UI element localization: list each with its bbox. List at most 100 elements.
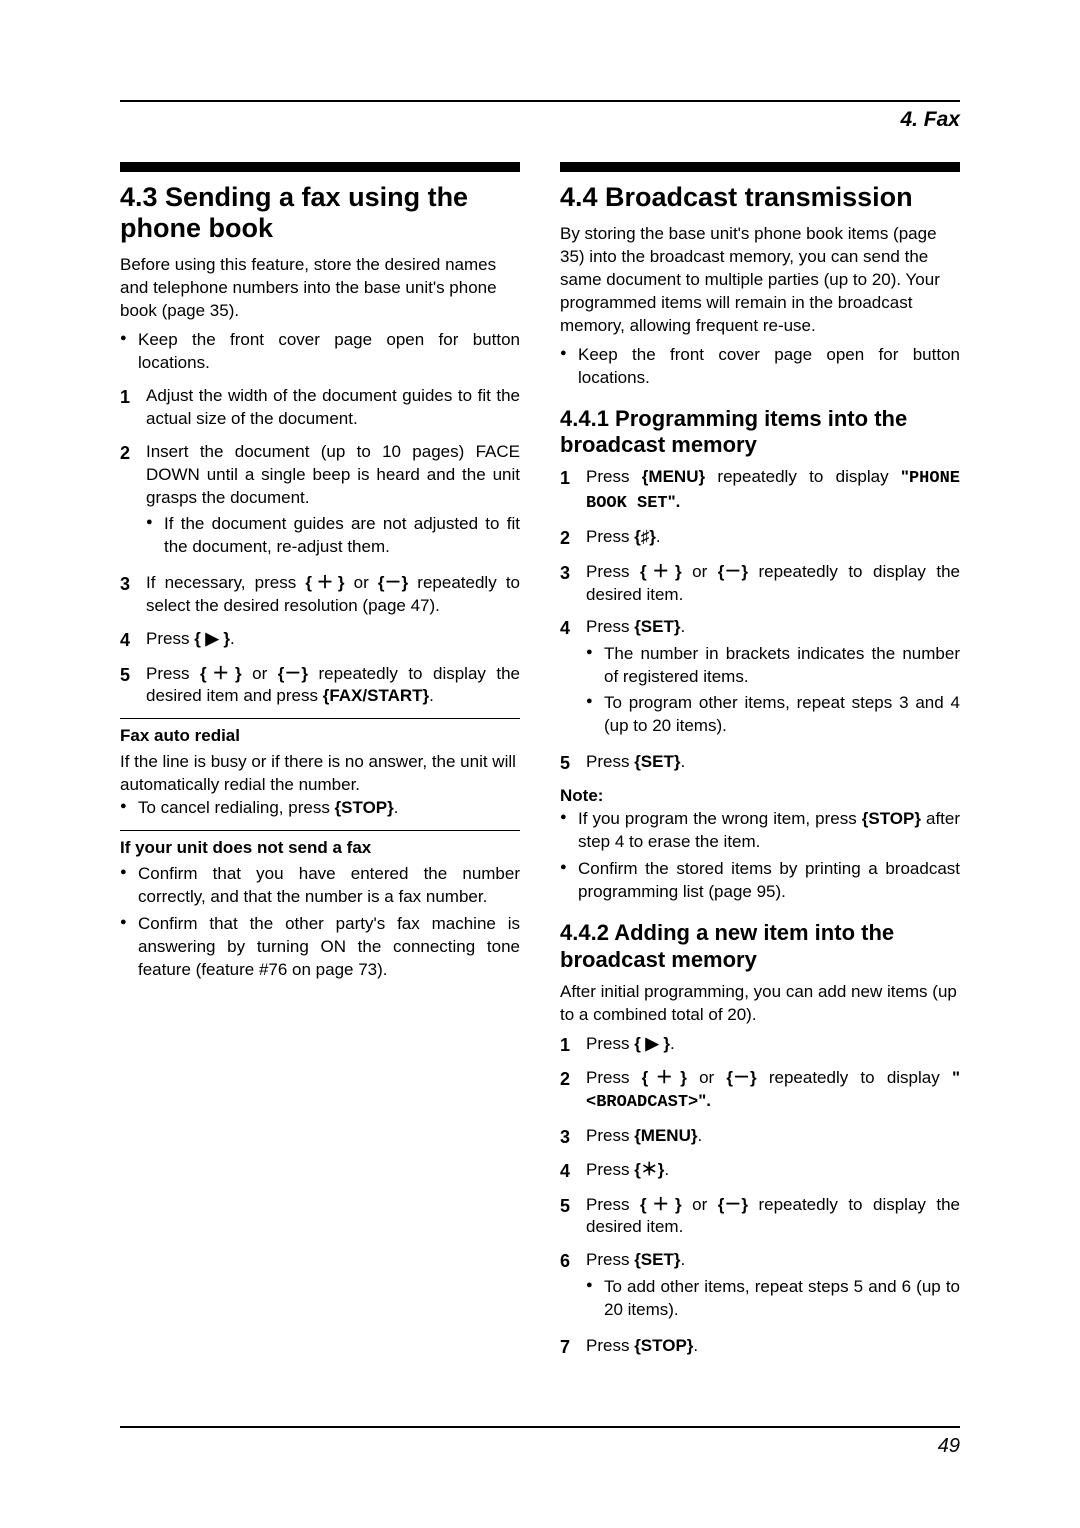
t: Press [586,1126,634,1145]
footer-rule [120,1426,960,1428]
step-item: 3 Press {MENU}. [560,1125,960,1149]
divider [120,830,520,831]
plus-key: {＋} [305,573,344,592]
minus-key: {－} [718,1195,748,1214]
t: . [670,1034,675,1053]
t: or [682,562,718,581]
t: Press [586,617,634,636]
intro-bullets: Keep the front cover page open for butto… [560,344,960,390]
step-text: Insert the document (up to 10 pages) FAC… [146,442,520,507]
t: To cancel redialing, press [138,798,335,817]
step-item: 7 Press {STOP}. [560,1335,960,1359]
t: If you program the wrong item, press [578,809,862,828]
step-number: 3 [560,561,586,607]
subheading: Fax auto redial [120,725,520,748]
hash-key: {♯} [634,527,656,546]
sub-bullet: To add other items, repeat steps 5 and 6… [604,1276,960,1322]
step-sub-bullets: The number in brackets indicates the num… [586,643,960,738]
section-bar [560,162,960,172]
step-body: Press {SET}. The number in brackets indi… [586,616,960,741]
display-text: <BROADCAST> [586,1093,698,1112]
t: . [697,1126,702,1145]
stop-key: {STOP} [335,798,394,817]
step-number: 4 [120,628,146,652]
t: Press [586,1160,634,1179]
stop-key: {STOP} [862,809,921,828]
t: or [242,664,278,683]
chapter-label: 4. Fax [120,108,960,132]
step-item: 3 Press {＋} or {－} repeatedly to display… [560,561,960,607]
step-number: 2 [120,441,146,563]
t: repeatedly to display [757,1068,952,1087]
intro-bullets: Keep the front cover page open for butto… [120,329,520,375]
menu-key: {MENU} [642,467,705,486]
step-item: 2 Press {＋} or {－} repeatedly to display… [560,1067,960,1115]
intro-text: By storing the base unit's phone book it… [560,223,960,338]
step-sub-bullets: To add other items, repeat steps 5 and 6… [586,1276,960,1322]
step-body: Press {MENU}. [586,1125,960,1149]
t: . [230,629,235,648]
steps-list: 1 Press {MENU} repeatedly to display "PH… [560,466,960,775]
t: Press [586,527,634,546]
step-body: If necessary, press {＋} or {－} repeatedl… [146,572,520,618]
t: . [680,1250,685,1269]
bullet-item: If you program the wrong item, press {ST… [578,808,960,854]
set-key: {SET} [634,1250,680,1269]
bullet-item: Confirm that the other party's fax machi… [138,913,520,982]
bullet-item: Keep the front cover page open for butto… [578,344,960,390]
intro-text: Before using this feature, store the des… [120,254,520,323]
stop-key: {STOP} [634,1336,693,1355]
t: Press [586,562,640,581]
t: Press [586,1068,642,1087]
set-key: {SET} [634,617,680,636]
t: . [693,1336,698,1355]
step-body: Press {♯}. [586,526,960,550]
step-body: Insert the document (up to 10 pages) FAC… [146,441,520,563]
bullet-list: To cancel redialing, press {STOP}. [120,797,520,820]
quote: " [901,467,909,486]
step-item: 2 Insert the document (up to 10 pages) F… [120,441,520,563]
subheading: If your unit does not send a fax [120,837,520,860]
minus-key: {－} [378,573,408,592]
step-body: Press { ▶ }. [586,1033,960,1057]
quote: " [952,1068,960,1087]
menu-key: {MENU} [634,1126,697,1145]
steps-list: 1 Press { ▶ }. 2 Press {＋} or {－} repeat… [560,1033,960,1360]
t: repeatedly to display [705,467,901,486]
step-item: 5 Press {＋} or {－} repeatedly to display… [120,663,520,709]
step-number: 6 [560,1249,586,1325]
set-key: {SET} [634,752,680,771]
subsection-heading-4-4-1: 4.4.1 Programming items into the broadca… [560,406,960,459]
minus-key: {－} [718,562,748,581]
subsection-heading-4-4-2: 4.4.2 Adding a new item into the broadca… [560,920,960,973]
step-item: 3 If necessary, press {＋} or {－} repeate… [120,572,520,618]
right-key: { ▶ } [634,1034,670,1053]
t: . [680,617,685,636]
star-key: {＊} [634,1160,664,1179]
section-heading-4-3: 4.3 Sending a fax using the phone book [120,182,520,244]
t: or [682,1195,718,1214]
minus-key: {－} [726,1068,756,1087]
step-item: 5 Press {SET}. [560,751,960,775]
step-number: 5 [120,663,146,709]
step-item: 1 Adjust the width of the document guide… [120,385,520,431]
page-number: 49 [938,1435,960,1458]
minus-key: {－} [278,664,308,683]
step-number: 5 [560,751,586,775]
steps-list: 1 Adjust the width of the document guide… [120,385,520,709]
step-sub-bullets: If the document guides are not adjusted … [146,513,520,559]
step-item: 2 Press {♯}. [560,526,960,550]
step-body: Adjust the width of the document guides … [146,385,520,431]
t: Press [586,467,642,486]
quote: ". [668,492,681,511]
t: . [680,752,685,771]
t: Press [586,1195,640,1214]
bullet-item: Keep the front cover page open for butto… [138,329,520,375]
right-column: 4.4 Broadcast transmission By storing th… [560,162,960,1370]
step-number: 1 [120,385,146,431]
t: . [429,686,434,705]
step-body: Press {＋} or {－} repeatedly to display t… [146,663,520,709]
step-body: Press {＋} or {－} repeatedly to display t… [586,561,960,607]
step-item: 5 Press {＋} or {－} repeatedly to display… [560,1194,960,1240]
content-columns: 4.3 Sending a fax using the phone book B… [120,162,960,1370]
